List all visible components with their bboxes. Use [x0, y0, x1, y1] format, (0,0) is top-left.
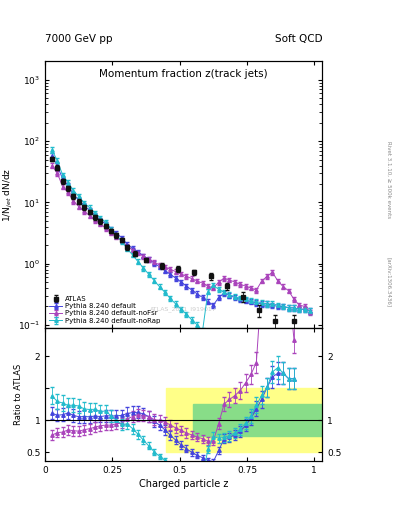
- Text: Soft QCD: Soft QCD: [275, 33, 322, 44]
- Y-axis label: 1/N$_{jet}$ dN/dz: 1/N$_{jet}$ dN/dz: [2, 167, 15, 222]
- X-axis label: Charged particle z: Charged particle z: [139, 479, 228, 489]
- Text: Momentum fraction z(track jets): Momentum fraction z(track jets): [99, 70, 268, 79]
- Text: ATLAS_2011_I919017: ATLAS_2011_I919017: [151, 306, 217, 312]
- Text: [arXiv:1306.3436]: [arXiv:1306.3436]: [386, 257, 391, 307]
- Text: Rivet 3.1.10, ≥ 500k events: Rivet 3.1.10, ≥ 500k events: [386, 141, 391, 218]
- Y-axis label: Ratio to ATLAS: Ratio to ATLAS: [14, 364, 23, 425]
- Text: 7000 GeV pp: 7000 GeV pp: [45, 33, 113, 44]
- Bar: [166, 389, 322, 453]
- Bar: [193, 404, 322, 436]
- Legend: ATLAS, Pythia 8.240 default, Pythia 8.240 default-noFsr, Pythia 8.240 default-no: ATLAS, Pythia 8.240 default, Pythia 8.24…: [48, 295, 162, 325]
